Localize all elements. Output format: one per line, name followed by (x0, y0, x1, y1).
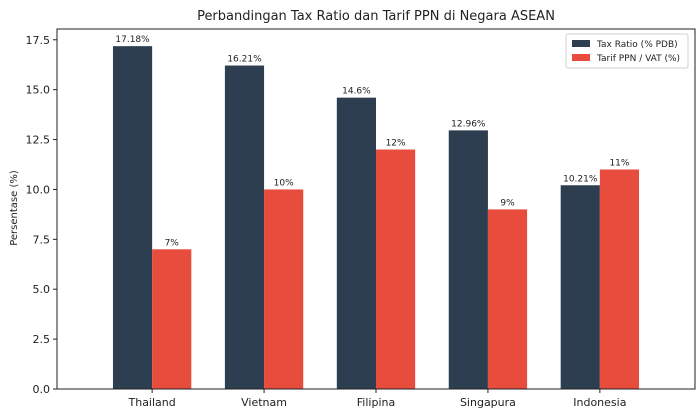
bar-value-label: 11% (609, 158, 629, 168)
x-tick-label: Thailand (128, 396, 176, 409)
legend: Tax Ratio (% PDB) Tarif PPN / VAT (%) (565, 33, 689, 69)
y-tick-label: 10.0 (26, 183, 51, 196)
y-tick-label: 5.0 (33, 283, 51, 296)
x-tick-label: Indonesia (573, 396, 626, 409)
bar-value-label: 9% (500, 198, 515, 208)
bar-value-label: 7% (165, 238, 180, 248)
bar-value-label: 12.96% (451, 119, 486, 129)
bar (152, 249, 192, 389)
bar (448, 130, 488, 389)
bars (112, 46, 640, 389)
bar (599, 169, 640, 389)
bar-value-label: 17.18% (115, 35, 150, 45)
y-axis-ticks: 0.0 2.5 5.0 7.5 10.0 12.5 15.0 17.5 (26, 34, 57, 396)
y-tick-label: 17.5 (26, 34, 51, 47)
bar-value-label: 10% (274, 178, 294, 188)
y-axis-label: Persentase (%) (9, 170, 20, 246)
x-tick-label: Filipina (357, 396, 395, 409)
y-tick-label: 15.0 (26, 84, 51, 97)
bar (112, 46, 153, 389)
legend-entry: Tax Ratio (% PDB) (596, 40, 678, 50)
bar-value-label: 12% (386, 139, 406, 149)
bar (336, 97, 376, 389)
bar (264, 189, 304, 389)
bar-value-label: 14.6% (342, 87, 371, 97)
bar (487, 209, 528, 389)
bar (224, 65, 265, 389)
x-tick-label: Singapura (460, 396, 516, 409)
legend-box (565, 33, 689, 69)
x-axis-ticks: Thailand Vietnam Filipina Singapura Indonesi… (128, 389, 626, 409)
legend-swatch (572, 54, 590, 61)
x-tick-label: Vietnam (241, 396, 287, 409)
y-tick-label: 7.5 (33, 233, 51, 246)
chart-title: Perbandingan Tax Ratio dan Tarif PPN di … (197, 9, 555, 24)
legend-swatch (572, 40, 590, 47)
data-labels: 17.18% 7% 16.21% 10% 14.6% 12% 12.96% 9% 10.21% 1… (115, 35, 630, 248)
plot-frame (56, 28, 696, 390)
legend-entry: Tarif PPN / VAT (%) (596, 54, 680, 64)
bar (376, 149, 416, 389)
bar (560, 185, 600, 389)
y-tick-label: 0.0 (33, 383, 51, 396)
bar-value-label: 10.21% (563, 174, 598, 184)
bar-value-label: 16.21% (227, 55, 262, 65)
y-tick-label: 12.5 (26, 134, 51, 147)
y-tick-label: 2.5 (33, 333, 51, 346)
